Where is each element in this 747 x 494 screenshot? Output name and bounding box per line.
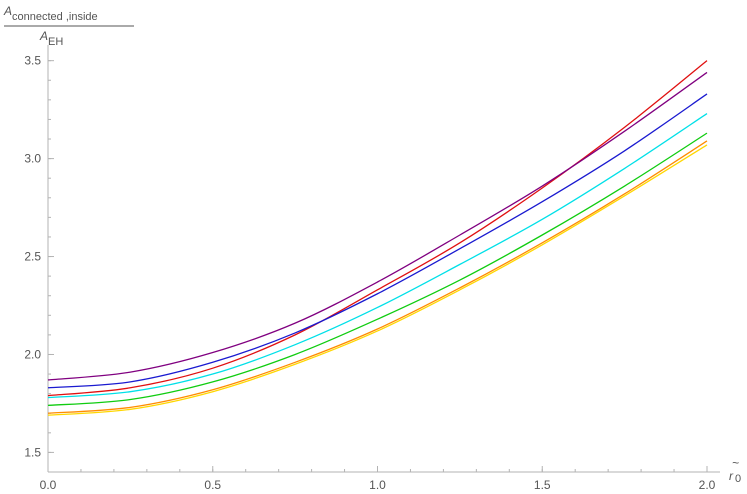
x-tick-label: 1.5: [534, 478, 551, 492]
x-tick-label: 2.0: [699, 478, 716, 492]
series-line-3: [47, 93, 708, 389]
x-label-accent: ~: [732, 456, 739, 470]
series-line-2: [47, 71, 708, 381]
ticks-group: 0.0 0.5 1.0 1.5 2.0 1.5 2.0 2.5 3.0 3.5: [24, 54, 715, 492]
y-tick-label: 2.5: [24, 250, 41, 264]
x-tick-label: 0.0: [40, 478, 57, 492]
y-tick-label: 3.5: [24, 54, 41, 68]
series-line-4: [47, 113, 708, 399]
x-tick-label: 1.0: [369, 478, 386, 492]
y-tick-label: 1.5: [24, 445, 41, 459]
series-group: [47, 60, 708, 416]
series-line-1: [47, 60, 708, 397]
y-label-numerator: Aconnected ,inside: [3, 4, 98, 23]
y-label-denominator: AEH: [39, 29, 63, 48]
y-tick-label: 2.0: [24, 347, 41, 361]
series-line-5: [47, 132, 708, 407]
y-tick-label: 3.0: [24, 152, 41, 166]
y-axis-label: Aconnected ,inside AEH: [3, 4, 134, 48]
series-line-6: [47, 140, 708, 414]
series-line-7: [47, 144, 708, 416]
x-tick-label: 0.5: [204, 478, 221, 492]
